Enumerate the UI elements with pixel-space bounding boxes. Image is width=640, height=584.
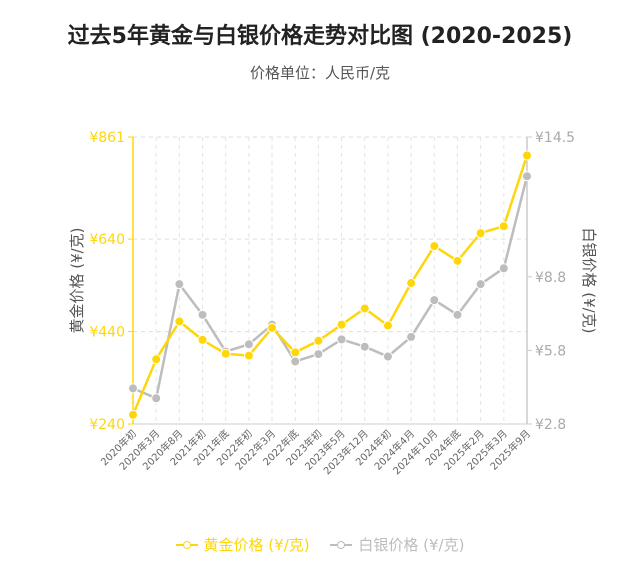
chart-title: 过去5年黄金与白银价格走势对比图 (2020-2025) <box>67 24 573 49</box>
y-right-tick-label: ¥2.8 <box>535 417 566 433</box>
silver-point <box>174 279 185 290</box>
legend-item-gold[interactable]: 黄金价格 (¥/克) <box>175 534 310 555</box>
y-left-tick-label: ¥861 <box>89 130 125 146</box>
y-right-tick-label: ¥14.5 <box>535 130 575 146</box>
silver-point <box>151 393 162 404</box>
gold-point <box>243 350 254 361</box>
gold-point <box>267 322 278 333</box>
gold-point <box>452 255 463 266</box>
gold-point <box>220 348 231 359</box>
silver-point <box>429 295 440 306</box>
legend-label-gold: 黄金价格 (¥/克) <box>203 536 310 554</box>
y-axis-labels: ¥240 ¥440 ¥640 ¥861 ¥2.8 ¥5.8 ¥8.8 ¥14.5 黄金价格 (¥… <box>68 130 598 433</box>
gold-point <box>429 241 440 252</box>
gold-point <box>359 303 370 314</box>
y-right-tick-label: ¥5.8 <box>535 343 566 359</box>
gold-point <box>174 316 185 327</box>
gold-point <box>406 278 417 289</box>
legend-item-silver[interactable]: 白银价格 (¥/克) <box>330 534 464 555</box>
y-right-tick-label: ¥8.8 <box>535 270 566 286</box>
y-right-title: 白银价格 (¥/克) <box>580 227 598 333</box>
gold-point <box>290 347 301 358</box>
silver-point <box>313 349 324 360</box>
silver-line <box>132 175 529 400</box>
chart-subtitle: 价格单位：人民币/克 <box>249 64 391 82</box>
gold-line <box>131 155 529 416</box>
silver-point <box>290 356 301 367</box>
series-lines <box>131 155 529 416</box>
silver-point <box>475 279 486 290</box>
series-points <box>128 150 532 420</box>
gold-point <box>498 221 509 232</box>
silver-point <box>197 309 208 320</box>
legend-swatch-gold <box>175 539 198 551</box>
silver-point <box>336 334 347 345</box>
silver-point <box>359 341 370 352</box>
legend-swatch-silver <box>330 539 353 551</box>
silver-point <box>452 309 463 320</box>
gold-point <box>128 409 138 420</box>
silver-point <box>128 383 138 394</box>
silver-point <box>522 171 532 182</box>
gold-point <box>382 320 393 331</box>
gold-point <box>151 354 162 365</box>
y-left-tick-label: ¥640 <box>89 232 125 248</box>
gold-point <box>522 150 532 161</box>
axes <box>132 137 528 425</box>
gold-point <box>313 335 324 346</box>
gold-point <box>336 319 347 330</box>
y-left-tick-label: ¥440 <box>89 325 125 341</box>
legend-label-silver: 白银价格 (¥/克) <box>358 536 465 554</box>
silver-point <box>382 351 393 362</box>
silver-point <box>243 339 254 350</box>
gold-point <box>475 228 486 239</box>
x-axis-labels: 2020年初2020年3月2020年8月2021年初2021年底2022年初20… <box>98 427 533 477</box>
silver-point <box>406 331 417 342</box>
grid <box>132 136 528 425</box>
silver-point <box>498 263 509 274</box>
legend: 黄金价格 (¥/克) 白银价格 (¥/克) <box>0 534 640 555</box>
gold-point <box>197 334 208 345</box>
y-left-tick-label: ¥240 <box>89 417 125 433</box>
y-left-title: 黄金价格 (¥/克) <box>68 227 86 333</box>
